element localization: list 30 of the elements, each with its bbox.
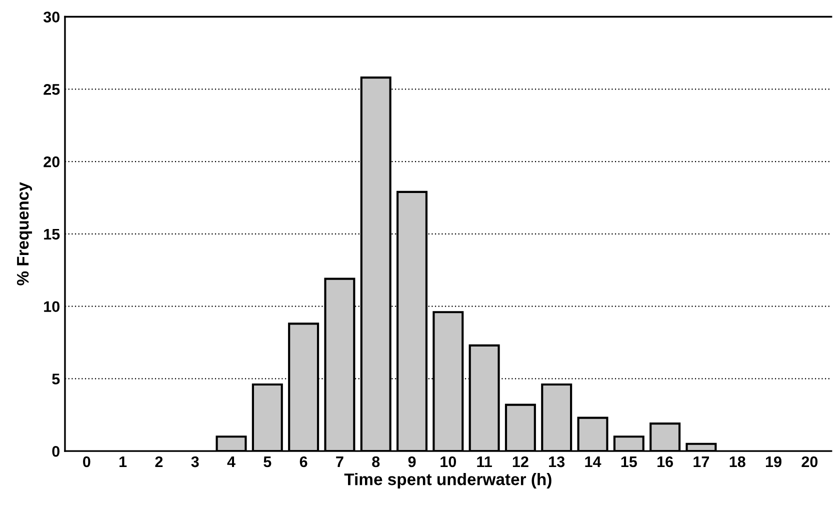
- x-tick-label: 11: [477, 456, 492, 468]
- y-tick-label: 10: [44, 301, 60, 312]
- y-tick-label: 30: [43, 12, 60, 22]
- y-tick-label: 20: [44, 156, 60, 168]
- x-tick-label: 6: [300, 456, 308, 468]
- y-tick-label: 0: [52, 446, 60, 457]
- y-tick-label: 25: [44, 84, 60, 95]
- x-tick-label: 0: [83, 456, 90, 468]
- x-tick-label: 3: [191, 456, 199, 468]
- x-tick-label: 7: [336, 456, 344, 468]
- x-tick-label: 5: [264, 456, 272, 468]
- x-tick-label: 4: [227, 456, 236, 468]
- x-tick-label: 12: [512, 456, 528, 468]
- x-tick-label: 18: [730, 456, 746, 468]
- x-tick-label: 15: [621, 456, 637, 468]
- x-tick-label: 14: [585, 456, 602, 468]
- x-tick-label: 2: [155, 456, 163, 468]
- y-tick-label: 15: [44, 228, 60, 240]
- x-tick-label: 19: [766, 456, 782, 468]
- x-tick-label: 20: [802, 456, 818, 468]
- x-tick-label: 17: [694, 456, 710, 468]
- y-axis-title: % Frequency: [16, 182, 32, 286]
- x-tick-label: 8: [372, 456, 380, 468]
- x-tick-label: 1: [120, 456, 127, 468]
- x-axis-title: Time spent underwater (h): [344, 472, 552, 489]
- x-tick-label: 13: [549, 456, 565, 468]
- x-tick-label: 10: [440, 456, 456, 468]
- x-tick-label: 9: [408, 456, 416, 468]
- x-tick-label: 16: [658, 456, 673, 468]
- y-tick-label: 5: [52, 374, 60, 384]
